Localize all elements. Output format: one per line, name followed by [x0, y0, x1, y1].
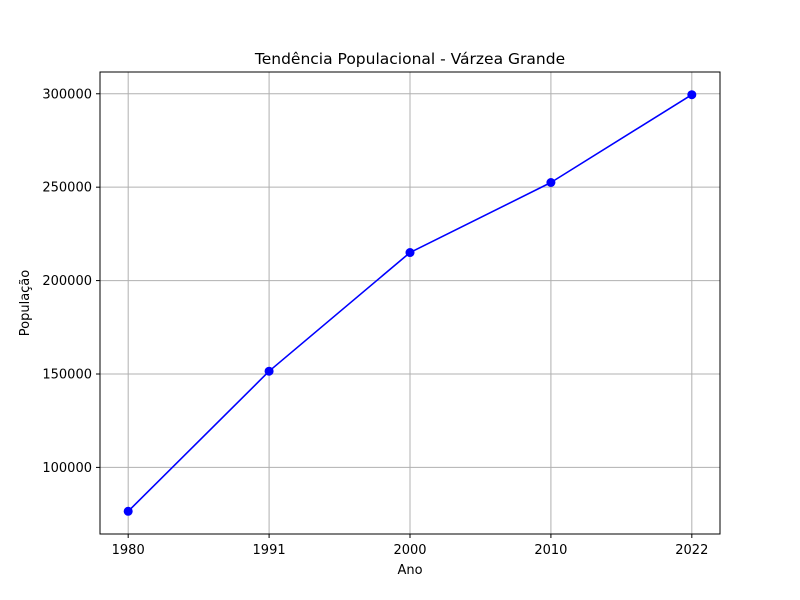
- x-tick-label: 1980: [112, 543, 145, 558]
- axis-ticks: 1980 1991 2000 2010 2022 100000 150000 200000 25…: [42, 87, 708, 558]
- series-markers: [123, 90, 697, 516]
- data-point-2000: [405, 248, 415, 258]
- x-tick-label: 1991: [253, 543, 286, 558]
- x-tick-label: 2022: [675, 543, 708, 558]
- data-point-2010: [546, 178, 556, 188]
- x-axis-label: Ano: [397, 563, 422, 578]
- data-point-1980: [123, 506, 133, 516]
- y-tick-label: 200000: [42, 274, 92, 289]
- grid-lines: [100, 72, 720, 534]
- y-axis-label: População: [18, 270, 33, 337]
- x-tick-label: 2000: [393, 543, 426, 558]
- y-tick-label: 250000: [42, 181, 92, 196]
- chart-title: Tendência Populacional - Várzea Grande: [254, 50, 565, 68]
- data-point-2022: [687, 90, 697, 100]
- y-tick-label: 150000: [42, 367, 92, 382]
- data-point-1991: [264, 366, 274, 376]
- y-tick-label: 300000: [42, 87, 92, 102]
- x-tick-label: 2010: [534, 543, 567, 558]
- y-tick-label: 100000: [42, 461, 92, 476]
